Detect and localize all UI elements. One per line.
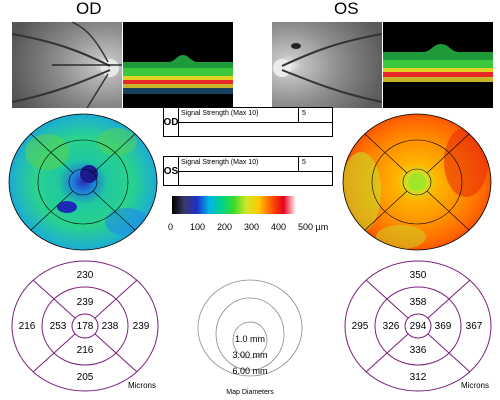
os-outer-temporal: 295 — [352, 321, 369, 332]
os-outer-superior: 350 — [410, 270, 427, 281]
os-outer-nasal: 367 — [466, 321, 483, 332]
os-outer-inferior: 312 — [410, 372, 427, 383]
map-diameter-3mm: 3.00 mm — [232, 350, 267, 360]
os-units-label: Microns — [461, 381, 489, 390]
colorbar-tick-labels: 0 100 200 300 400 500 µm — [165, 222, 335, 236]
od-outer-inferior: 205 — [77, 372, 94, 383]
colorbar-tick-500: 500 µm — [298, 222, 329, 232]
od-fundus-image — [12, 22, 122, 108]
colorbar-tick-200: 200 — [217, 222, 233, 232]
od-outer-temporal: 239 — [133, 321, 150, 332]
od-signal-strength-value: 5 — [302, 110, 306, 117]
colorbar-tick-0: 0 — [168, 222, 174, 232]
od-oct-scan — [123, 22, 233, 108]
map-diameter-6mm: 6.00 mm — [232, 366, 267, 376]
od-signal-strength-box: OD Signal Strength (Max 10) 5 — [163, 107, 333, 137]
colorbar-tick-300: 300 — [244, 222, 260, 232]
od-inner-superior: 239 — [77, 297, 94, 308]
os-signal-strength-value: 5 — [302, 159, 306, 166]
od-inner-nasal: 253 — [50, 321, 67, 332]
od-signal-eye-label: OD — [164, 108, 179, 136]
od-outer-nasal: 216 — [19, 321, 36, 332]
map-diameter-1mm: 1.0 mm — [235, 334, 265, 344]
od-outer-superior: 230 — [77, 270, 94, 281]
os-inner-inferior: 336 — [410, 345, 427, 356]
colorbar-tick-400: 400 — [271, 222, 287, 232]
od-label: OD — [76, 0, 102, 18]
od-signal-strength-label: Signal Strength (Max 10) — [181, 110, 259, 117]
od-inner-temporal: 238 — [102, 321, 119, 332]
os-inner-temporal: 326 — [383, 321, 400, 332]
od-center: 178 — [77, 321, 94, 332]
colorbar-tick-100: 100 — [190, 222, 206, 232]
os-signal-strength-label: Signal Strength (Max 10) — [181, 159, 259, 166]
os-signal-strength-box: OS Signal Strength (Max 10) 5 — [163, 156, 333, 186]
od-units-label: Microns — [128, 381, 156, 390]
map-diameters-caption: Map Diameters — [226, 389, 274, 396]
os-label: OS — [334, 0, 359, 18]
os-signal-eye-label: OS — [164, 157, 179, 185]
os-center: 294 — [410, 321, 427, 332]
os-oct-scan — [383, 22, 493, 108]
od-thickness-grid: 230 239 216 253 178 238 239 216 205 Micr… — [11, 260, 159, 392]
od-inner-inferior: 216 — [77, 345, 94, 356]
os-fundus-image — [272, 22, 382, 108]
os-inner-nasal: 369 — [435, 321, 452, 332]
os-thickness-grid: 350 358 295 326 294 369 367 336 312 Micr… — [344, 260, 492, 392]
os-inner-superior: 358 — [410, 297, 427, 308]
thickness-colorbar — [172, 196, 296, 214]
os-thickness-map — [342, 113, 492, 251]
map-diameters-legend: 1.0 mm 3.00 mm 6.00 mm Map Diameters — [197, 279, 303, 396]
od-thickness-map — [8, 113, 158, 251]
